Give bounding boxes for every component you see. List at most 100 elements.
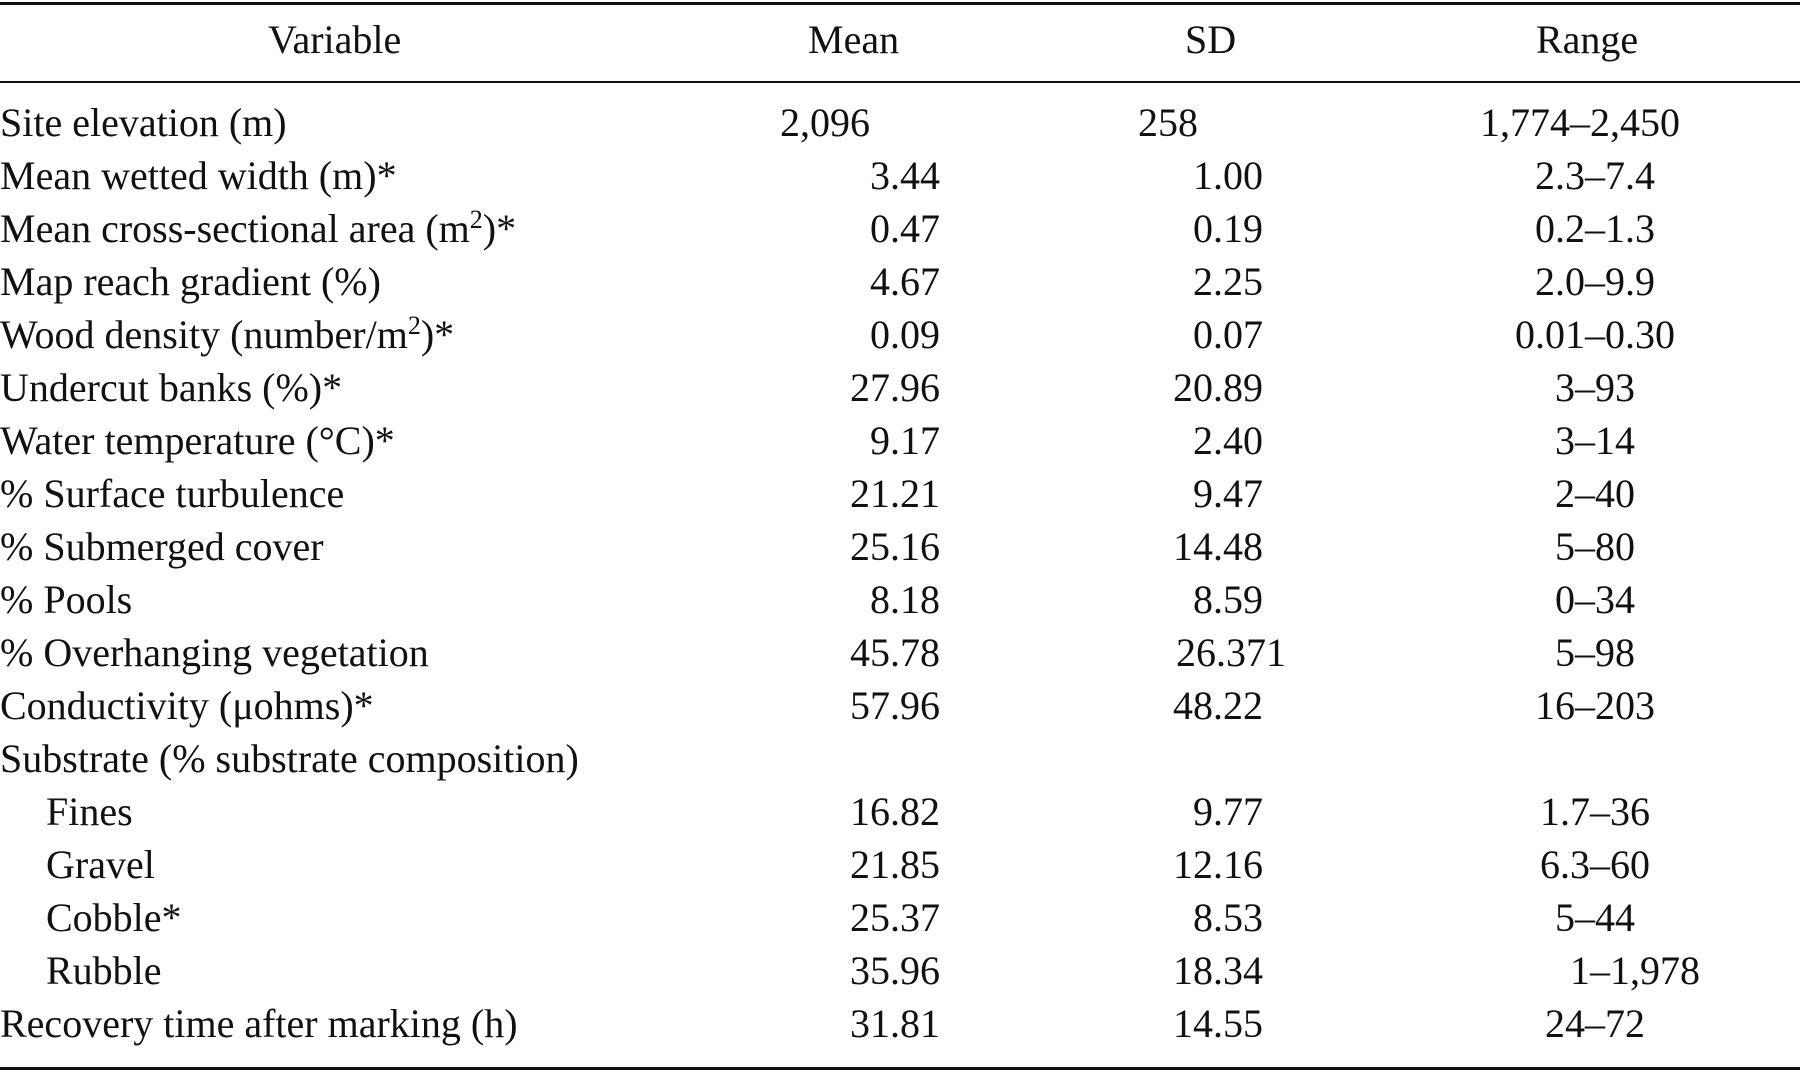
cell-range: 0–34	[1555, 577, 1635, 622]
table-row: % Pools 8.18 8.59 0–34	[0, 573, 1800, 626]
cell-mean: 45.78	[850, 630, 940, 675]
cell-range: 3–14	[1555, 418, 1635, 463]
cell-mean: 21.21	[850, 471, 940, 516]
cell-variable: Mean wetted width (m)*	[0, 153, 397, 198]
cell-variable: Water temperature (°C)*	[0, 418, 395, 463]
table-row: Fines 16.82 9.77 1.7–36	[0, 785, 1800, 838]
cell-sd: 8.53	[1193, 895, 1263, 940]
cell-mean: 4.67	[870, 259, 940, 304]
cell-variable: Rubble	[46, 948, 162, 993]
cell-sd: 0.07	[1193, 312, 1263, 357]
cell-range: 2.0–9.9	[1535, 259, 1655, 304]
table-top-rule	[0, 2, 1800, 5]
cell-sd: 258	[1138, 100, 1198, 145]
cell-variable: Gravel	[46, 842, 155, 887]
cell-range: 2.3–7.4	[1535, 153, 1655, 198]
column-header-mean: Mean	[808, 17, 900, 62]
cell-variable: Map reach gradient (%)	[0, 259, 381, 304]
table-row: % Surface turbulence 21.21 9.47 2–40	[0, 467, 1800, 520]
table-row: Map reach gradient (%) 4.67 2.25 2.0–9.9	[0, 255, 1800, 308]
cell-mean: 0.09	[870, 312, 940, 357]
cell-mean: 25.37	[850, 895, 940, 940]
cell-mean: 21.85	[850, 842, 940, 887]
cell-sd: 48.22	[1173, 683, 1263, 728]
cell-variable-text: Wood density (number/m	[0, 312, 408, 357]
cell-variable-suffix: )*	[420, 312, 455, 357]
cell-mean: 3.44	[870, 153, 940, 198]
table-row: Cobble* 25.37 8.53 5–44	[0, 891, 1800, 944]
table-row: Mean wetted width (m)* 3.44 1.00 2.3–7.4	[0, 149, 1800, 202]
cell-variable: Substrate (% substrate composition)	[0, 736, 579, 781]
column-header-variable: Variable	[268, 17, 402, 62]
cell-variable-suffix: )*	[482, 206, 517, 251]
cell-sd: 1.00	[1193, 153, 1263, 198]
cell-variable: % Pools	[0, 577, 133, 622]
cell-range: 24–72	[1545, 1001, 1645, 1046]
cell-variable: Conductivity (μohms)*	[0, 683, 374, 728]
cell-sd: 2.25	[1193, 259, 1263, 304]
superscript-2: 2	[469, 205, 483, 234]
table-row: Water temperature (°C)* 9.17 2.40 3–14	[0, 414, 1800, 467]
cell-range: 5–44	[1555, 895, 1635, 940]
cell-range: 5–80	[1555, 524, 1635, 569]
cell-sd: 18.34	[1173, 948, 1263, 993]
cell-variable: Cobble*	[46, 895, 182, 940]
cell-sd: 9.47	[1193, 471, 1263, 516]
cell-variable: Site elevation (m)	[0, 100, 287, 145]
cell-sd: 26.371	[1176, 630, 1286, 675]
cell-variable: Undercut banks (%)*	[0, 365, 343, 410]
cell-sd: 9.77	[1193, 789, 1263, 834]
cell-mean: 9.17	[870, 418, 940, 463]
table-header-rule	[0, 81, 1800, 83]
cell-range: 1–1,978	[1570, 948, 1700, 993]
cell-variable: % Submerged cover	[0, 524, 324, 569]
cell-mean: 2,096	[780, 100, 870, 145]
table-row: Conductivity (μohms)* 57.96 48.22 16–203	[0, 679, 1800, 732]
cell-mean: 25.16	[850, 524, 940, 569]
table-row: Site elevation (m) 2,096 258 1,774–2,450	[0, 96, 1800, 149]
cell-sd: 0.19	[1193, 206, 1263, 251]
cell-mean: 27.96	[850, 365, 940, 410]
cell-range: 0.2–1.3	[1535, 206, 1655, 251]
table-row: Substrate (% substrate composition)	[0, 732, 1800, 785]
cell-sd: 20.89	[1173, 365, 1263, 410]
cell-range: 16–203	[1535, 683, 1655, 728]
cell-range: 1.7–36	[1540, 789, 1650, 834]
cell-mean: 57.96	[850, 683, 940, 728]
cell-range: 1,774–2,450	[1480, 100, 1680, 145]
table-row: Wood density (number/m2)* 0.09 0.07 0.01…	[0, 308, 1800, 361]
cell-range: 3–93	[1555, 365, 1635, 410]
cell-mean: 8.18	[870, 577, 940, 622]
cell-range: 2–40	[1555, 471, 1635, 516]
cell-variable: Mean cross-sectional area (m2)*	[0, 202, 516, 255]
cell-sd: 14.55	[1173, 1001, 1263, 1046]
column-header-sd: SD	[1185, 17, 1237, 62]
cell-variable: Wood density (number/m2)*	[0, 308, 454, 361]
cell-sd: 8.59	[1193, 577, 1263, 622]
cell-sd: 12.16	[1173, 842, 1263, 887]
table-bottom-rule	[0, 1067, 1800, 1070]
cell-range: 6.3–60	[1540, 842, 1650, 887]
cell-mean: 31.81	[850, 1001, 940, 1046]
table-row: Gravel 21.85 12.16 6.3–60	[0, 838, 1800, 891]
table-body: Site elevation (m) 2,096 258 1,774–2,450…	[0, 96, 1800, 1050]
cell-sd: 14.48	[1173, 524, 1263, 569]
cell-sd: 2.40	[1193, 418, 1263, 463]
cell-mean: 0.47	[870, 206, 940, 251]
cell-range: 0.01–0.30	[1515, 312, 1675, 357]
cell-variable: % Overhanging vegetation	[0, 630, 429, 675]
cell-variable: % Surface turbulence	[0, 471, 345, 516]
table-row: Mean cross-sectional area (m2)* 0.47 0.1…	[0, 202, 1800, 255]
table-row: % Submerged cover 25.16 14.48 5–80	[0, 520, 1800, 573]
cell-variable-text: Mean cross-sectional area (m	[0, 206, 470, 251]
cell-range: 5–98	[1555, 630, 1635, 675]
table-row: Rubble 35.96 18.34 1–1,978	[0, 944, 1800, 997]
cell-mean: 16.82	[850, 789, 940, 834]
table-row: % Overhanging vegetation 45.78 26.371 5–…	[0, 626, 1800, 679]
cell-variable: Fines	[46, 789, 133, 834]
table-row: Recovery time after marking (h) 31.81 14…	[0, 997, 1800, 1050]
column-header-range: Range	[1536, 17, 1639, 62]
cell-variable: Recovery time after marking (h)	[0, 1001, 518, 1046]
table-row: Undercut banks (%)* 27.96 20.89 3–93	[0, 361, 1800, 414]
cell-mean: 35.96	[850, 948, 940, 993]
